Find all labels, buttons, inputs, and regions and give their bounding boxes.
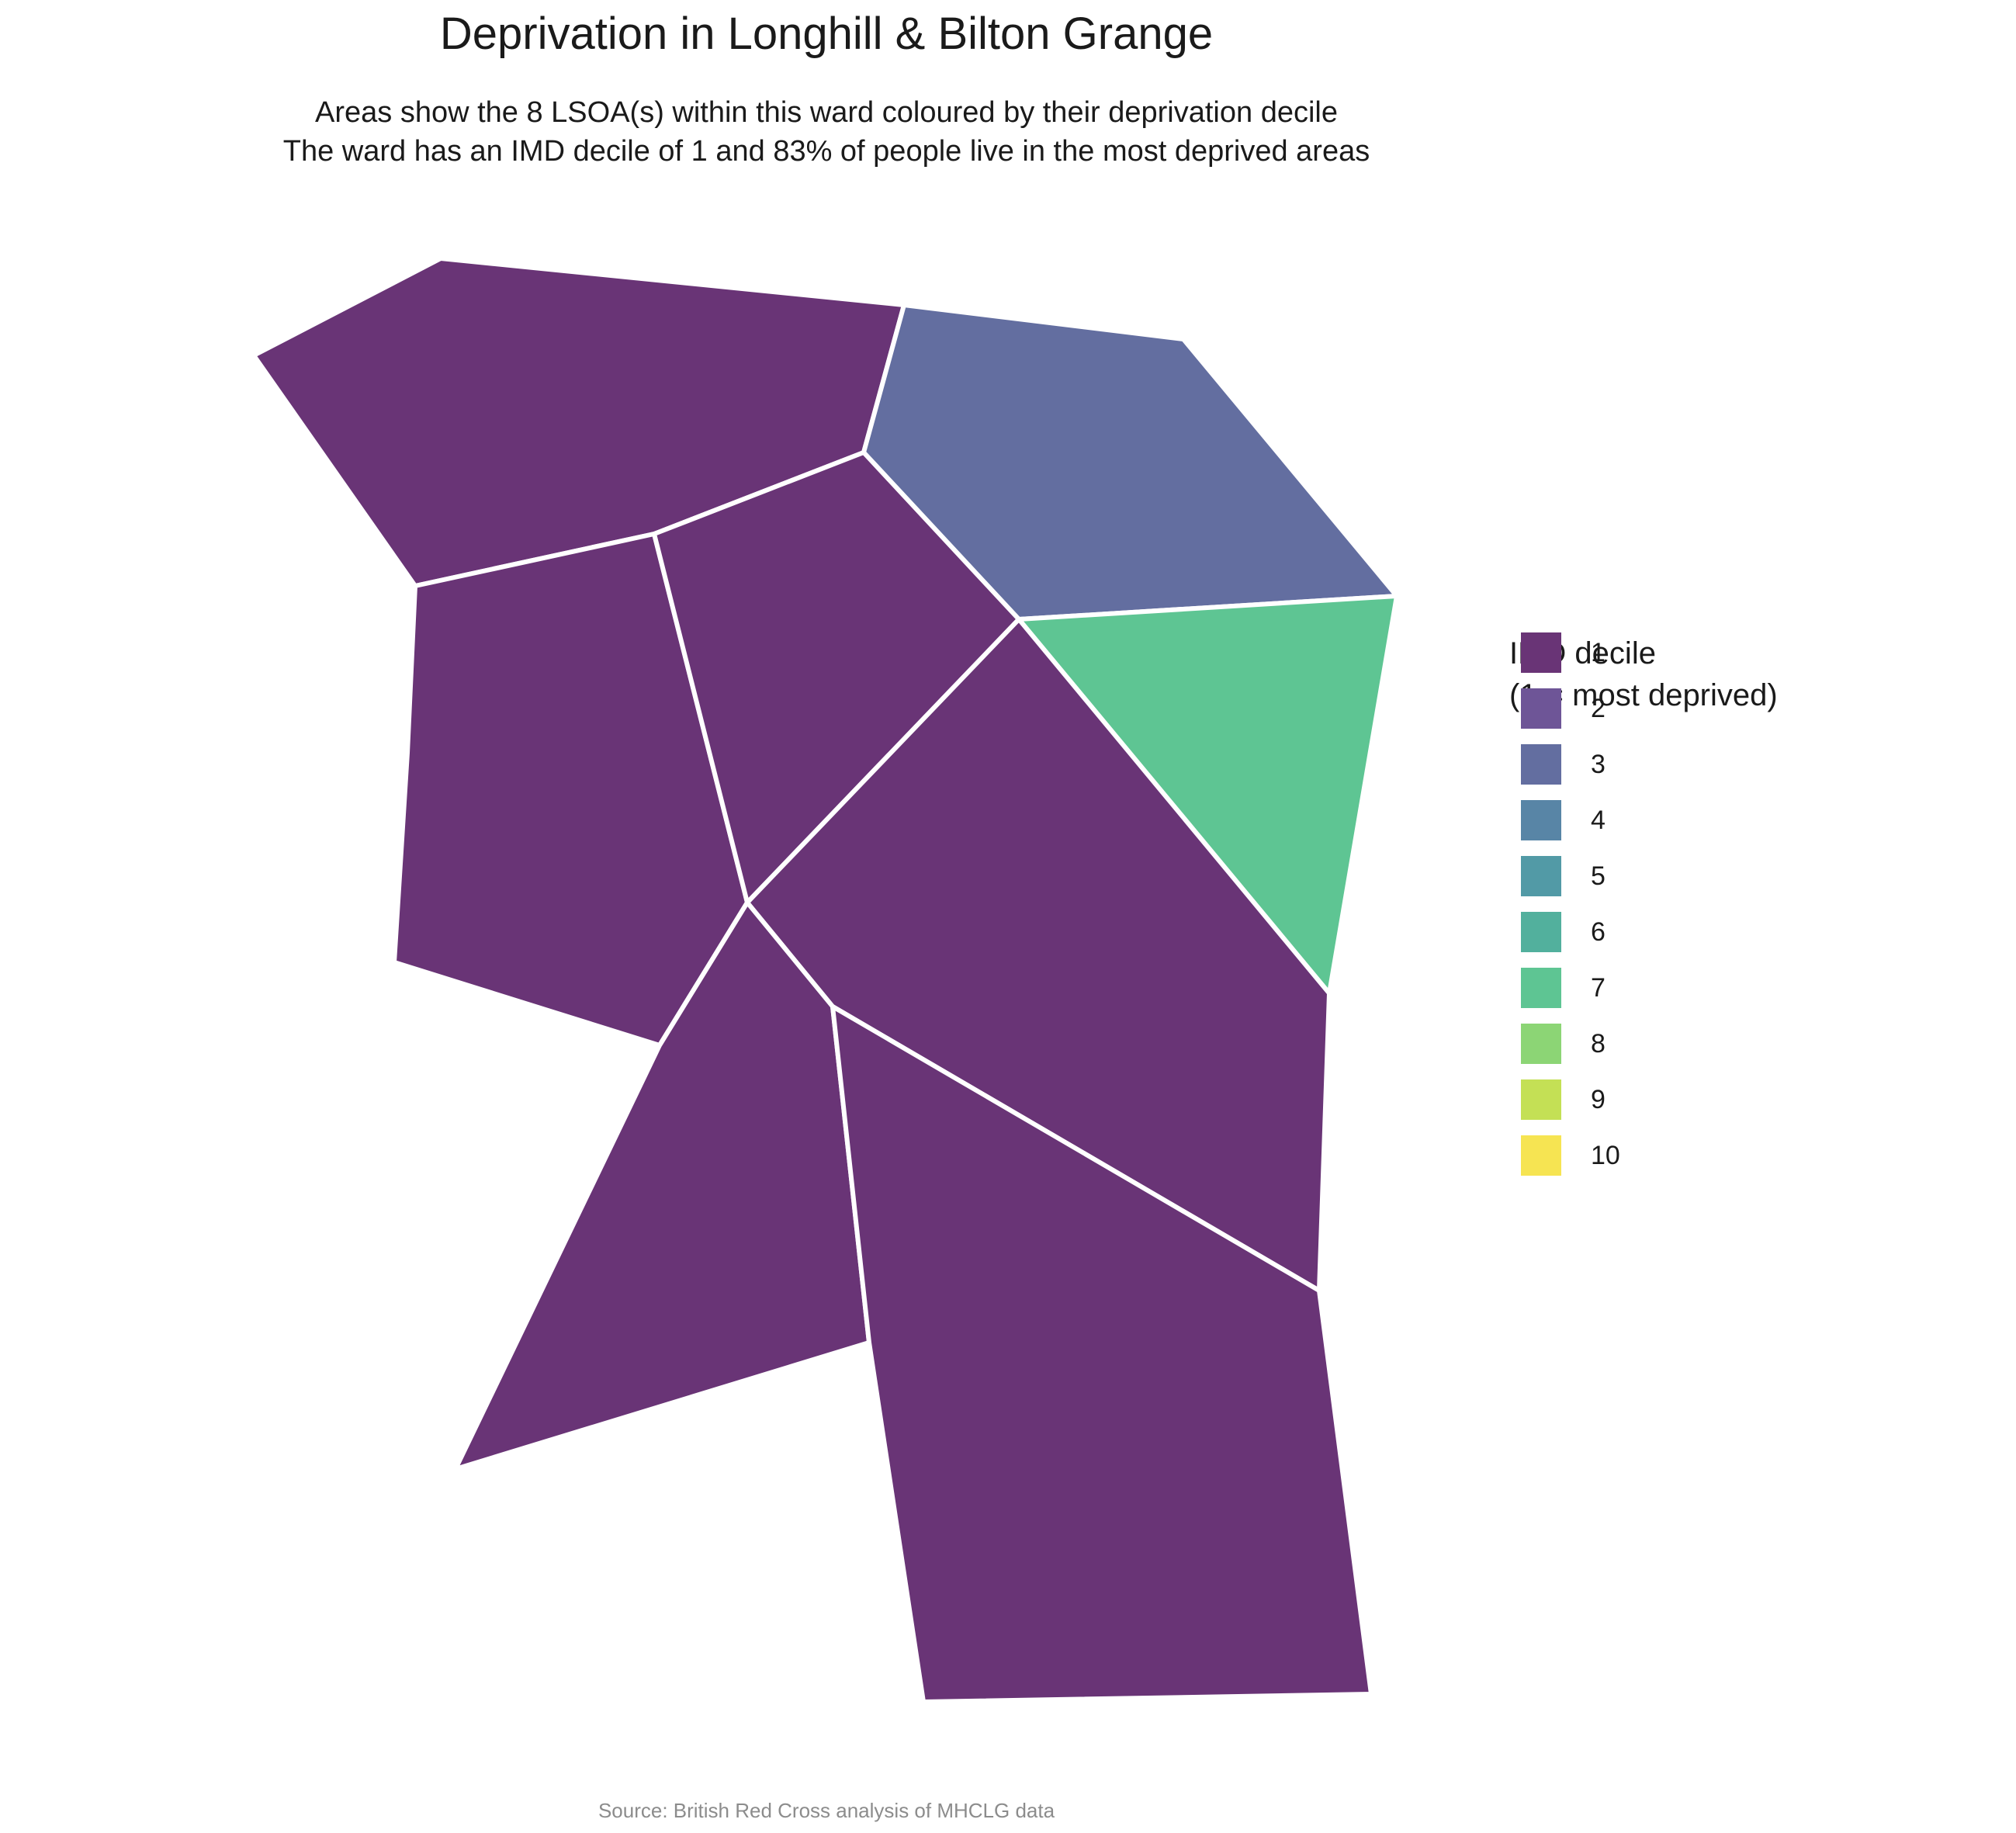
source-caption: Source: British Red Cross analysis of MH… (598, 1799, 1055, 1822)
legend-swatch (1521, 1079, 1561, 1120)
legend-swatch (1521, 632, 1561, 673)
lsoa-area-south[interactable] (830, 1004, 1373, 1704)
legend-label: 1 (1591, 638, 1606, 667)
legend-label: 10 (1591, 1141, 1620, 1170)
legend-swatch (1521, 800, 1561, 840)
legend-swatch (1521, 856, 1561, 896)
legend-label: 3 (1591, 750, 1606, 779)
legend-label: 4 (1591, 806, 1606, 835)
legend-label: 9 (1591, 1085, 1606, 1114)
legend-label: 2 (1591, 694, 1606, 723)
subtitle-line-1: Areas show the 8 LSOA(s) within this war… (315, 96, 1338, 129)
legend-swatch (1521, 688, 1561, 729)
legend-swatch (1521, 744, 1561, 785)
chart-subtitle: Areas show the 8 LSOA(s) within this war… (0, 93, 1653, 171)
chart-title: Deprivation in Longhill & Bilton Grange (439, 9, 1214, 59)
legend-swatch (1521, 968, 1561, 1008)
legend-label: 6 (1591, 917, 1606, 947)
lsoa-area-south-west[interactable] (453, 900, 871, 1471)
legend-label: 5 (1591, 861, 1606, 891)
legend-swatch (1521, 1135, 1561, 1176)
legend-swatch (1521, 1024, 1561, 1064)
legend-title: IMD decile (1 = most deprived) (1509, 632, 1778, 716)
legend: IMD decile (1 = most deprived) 1 2 3 4 5 6 7 8 9… (1509, 632, 1778, 1176)
legend-label: 7 (1591, 973, 1606, 1003)
subtitle-line-2: The ward has an IMD decile of 1 and 83% … (282, 135, 1370, 168)
legend-label: 8 (1591, 1029, 1606, 1059)
legend-swatch (1521, 912, 1561, 952)
